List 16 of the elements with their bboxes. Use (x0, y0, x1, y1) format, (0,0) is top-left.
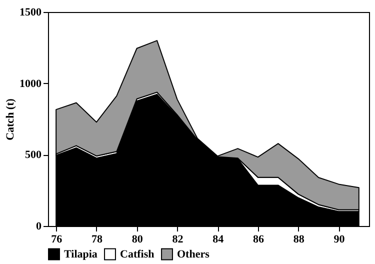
y-tick-label: 1500 (20, 6, 42, 18)
x-tick-label: 84 (212, 234, 224, 246)
legend-label: Tilapia (64, 248, 98, 260)
x-tick-label: 90 (334, 234, 346, 246)
x-tick-label: 80 (132, 234, 144, 246)
y-tick-label: 500 (25, 149, 42, 162)
y-axis-title: Catch (t) (4, 98, 16, 140)
x-tick-label: 88 (293, 234, 305, 246)
x-tick-label: 78 (91, 234, 103, 246)
y-tick-label: 1000 (20, 78, 42, 90)
legend-label: Catfish (120, 248, 154, 260)
x-tick-label: 82 (172, 234, 184, 246)
x-tick-label: 76 (51, 234, 63, 246)
y-tick-label: 0 (36, 220, 42, 232)
legend-label: Others (177, 248, 210, 260)
x-tick-label: 86 (252, 234, 264, 246)
